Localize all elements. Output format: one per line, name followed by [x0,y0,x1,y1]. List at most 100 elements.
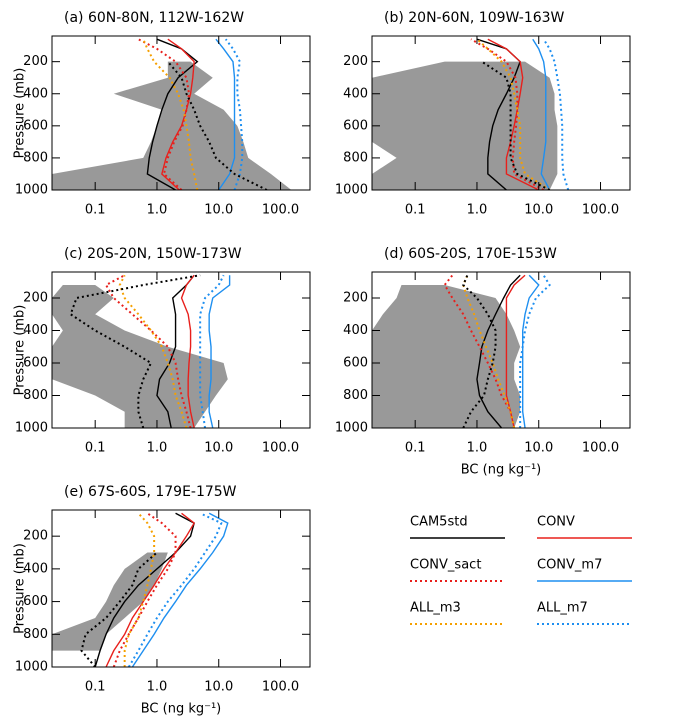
series-line [118,274,188,428]
observed-range [372,285,521,428]
x-tick-label: 1.0 [147,441,168,456]
series-line [127,512,223,667]
x-tick-label: 10.0 [524,441,553,456]
series-line [199,274,225,428]
plot-frame [371,35,631,191]
y-tick-label: 400 [343,86,368,101]
x-tick-label: 10.0 [204,680,233,695]
x-tick-label: 100.0 [262,203,299,218]
x-tick-label: 10.0 [524,203,553,218]
legend-label: ALL_m7 [537,601,588,616]
y-tick-label: 600 [23,594,48,609]
observed-range [372,61,558,190]
x-tick-label: 1.0 [147,680,168,695]
legend-label: CONV [537,515,575,530]
series-line [105,512,196,667]
y-tick-label: 1000 [335,183,368,198]
x-tick-label: 1.0 [467,441,488,456]
series-line [462,274,516,428]
series-line [542,38,570,190]
median-line [481,60,551,190]
x-tick-label: 0.1 [405,441,426,456]
x-tick-label: 100.0 [262,680,299,695]
x-tick-label: 100.0 [582,441,619,456]
series-line [137,38,191,190]
x-tick-label: 10.0 [204,203,233,218]
series-line [519,274,551,428]
panel-title: (b) 20N-60N, 109W-163W [384,10,565,26]
plot-frame [51,35,311,191]
y-tick-label: 1000 [15,183,48,198]
y-tick-label: 1000 [15,660,48,675]
panel-title: (a) 60N-80N, 112W-162W [64,10,244,26]
observed-range [52,552,168,651]
x-tick-label: 0.1 [85,203,106,218]
series-line [505,274,526,428]
median-line [80,551,158,667]
panel-title: (c) 20S-20N, 150W-173W [64,246,242,262]
y-tick-label: 800 [343,388,368,403]
series-line [146,38,199,190]
y-tick-label: 600 [23,118,48,133]
median-line [462,274,497,428]
y-axis-label: Pressure (mb) [13,305,28,396]
legend-label: ALL_m3 [410,601,461,616]
series-line [180,274,195,428]
observed-range [52,61,292,190]
y-axis-label: Pressure (mb) [13,543,28,634]
series-line [470,38,545,190]
series-line [94,512,195,667]
y-tick-label: 400 [23,86,48,101]
y-tick-label: 200 [23,291,48,306]
y-tick-label: 1000 [15,421,48,436]
y-tick-label: 600 [343,118,368,133]
x-axis-label: BC (ng kg⁻¹) [141,702,222,717]
y-axis-label: Pressure (mb) [13,68,28,159]
series-line [224,38,244,190]
y-tick-label: 200 [23,529,48,544]
series-line [476,38,551,190]
y-tick-label: 800 [23,627,48,642]
y-tick-label: 400 [23,323,48,338]
x-tick-label: 100.0 [262,441,299,456]
x-tick-label: 1.0 [147,203,168,218]
panel-title: (e) 67S-60S, 179E-175W [64,484,237,500]
y-tick-label: 200 [343,291,368,306]
y-tick-label: 600 [343,356,368,371]
x-tick-label: 1.0 [467,203,488,218]
series-line [215,38,236,190]
series-line [522,274,540,428]
series-line [123,512,156,667]
x-tick-label: 10.0 [204,441,233,456]
x-axis-label: BC (ng kg⁻¹) [461,463,542,478]
legend-label: CONV_m7 [537,558,602,573]
y-tick-label: 600 [23,356,48,371]
y-tick-label: 400 [23,561,48,576]
y-tick-label: 800 [23,150,48,165]
panel-title: (d) 60S-20S, 170E-153W [384,246,557,262]
y-tick-label: 1000 [335,421,368,436]
x-tick-label: 100.0 [582,203,619,218]
legend-label: CONV_sact [410,558,481,573]
x-tick-label: 0.1 [85,441,106,456]
y-tick-label: 400 [343,323,368,338]
series-line [476,274,521,428]
y-tick-label: 200 [343,54,368,69]
series-line [487,38,540,190]
series-line [142,38,199,190]
y-tick-label: 800 [343,150,368,165]
median-line [167,61,268,190]
plot-frame [51,509,311,668]
series-line [161,38,195,190]
y-tick-label: 800 [23,388,48,403]
legend-label: CAM5std [410,515,468,530]
series-line [208,275,231,428]
plot-frame [51,271,311,429]
x-tick-label: 0.1 [405,203,426,218]
series-line [131,512,229,667]
x-tick-label: 0.1 [85,680,106,695]
y-tick-label: 200 [23,54,48,69]
plot-frame [371,271,631,429]
series-line [156,274,195,428]
